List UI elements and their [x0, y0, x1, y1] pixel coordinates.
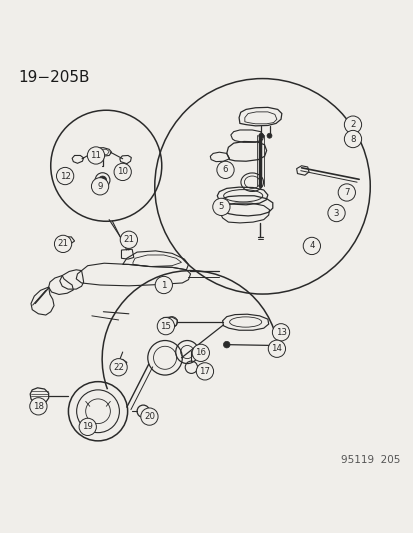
Text: 14: 14: [271, 344, 282, 353]
Circle shape: [268, 340, 285, 358]
Text: 18: 18: [33, 402, 44, 411]
Text: 95119  205: 95119 205: [340, 455, 399, 465]
Circle shape: [216, 161, 234, 179]
Text: 6: 6: [222, 165, 228, 174]
Circle shape: [114, 163, 131, 181]
Circle shape: [344, 131, 361, 148]
Circle shape: [302, 237, 320, 255]
Text: 16: 16: [195, 349, 206, 357]
Text: 4: 4: [309, 241, 314, 251]
Circle shape: [98, 176, 107, 184]
Circle shape: [337, 184, 355, 201]
Circle shape: [91, 177, 109, 195]
Text: 22: 22: [113, 363, 124, 372]
Text: 10: 10: [117, 167, 128, 176]
Circle shape: [157, 318, 174, 335]
Text: 8: 8: [349, 134, 355, 143]
Text: 12: 12: [59, 172, 71, 181]
Circle shape: [223, 341, 230, 348]
Text: 9: 9: [97, 182, 102, 191]
Text: 19−205B: 19−205B: [18, 70, 89, 85]
Circle shape: [79, 418, 96, 435]
Text: 1: 1: [161, 280, 166, 289]
Text: 7: 7: [343, 188, 349, 197]
Circle shape: [212, 198, 230, 215]
Text: 15: 15: [160, 321, 171, 330]
Circle shape: [54, 235, 71, 253]
Circle shape: [272, 324, 289, 341]
Text: 11: 11: [90, 151, 101, 160]
Circle shape: [196, 363, 213, 380]
Circle shape: [140, 408, 158, 425]
Text: 20: 20: [144, 412, 154, 421]
Circle shape: [56, 167, 74, 184]
Circle shape: [87, 147, 104, 164]
Text: 3: 3: [333, 208, 339, 217]
Text: 19: 19: [82, 422, 93, 431]
Text: 5: 5: [218, 203, 223, 212]
Text: 17: 17: [199, 367, 210, 376]
Text: 2: 2: [349, 120, 355, 129]
Circle shape: [258, 133, 263, 138]
Circle shape: [120, 231, 137, 248]
Circle shape: [110, 359, 127, 376]
Text: 21: 21: [57, 239, 69, 248]
Text: 21: 21: [123, 235, 134, 244]
Text: 13: 13: [275, 328, 286, 337]
Circle shape: [327, 204, 344, 222]
Circle shape: [30, 398, 47, 415]
Circle shape: [266, 133, 271, 138]
Circle shape: [155, 277, 172, 294]
Circle shape: [344, 116, 361, 133]
Circle shape: [192, 344, 209, 361]
